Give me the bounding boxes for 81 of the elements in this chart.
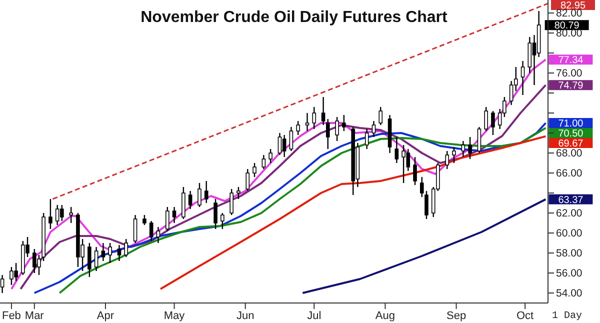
candlestick <box>156 226 160 244</box>
x-tick-label: May <box>164 310 186 322</box>
candlestick <box>335 116 339 142</box>
y-tick-label: 82.00 <box>556 8 582 20</box>
y-tick-label: 60.00 <box>556 228 582 240</box>
y-tick-label: 76.00 <box>556 68 582 80</box>
candlestick <box>420 176 424 198</box>
candlestick <box>305 112 310 132</box>
candlestick <box>236 186 240 200</box>
x-tick-label: Jun <box>236 310 254 322</box>
candlestick <box>296 120 300 136</box>
candlestick <box>528 36 532 74</box>
x-tick-label: Mar <box>24 310 44 322</box>
x-tick-label: Oct <box>516 310 534 322</box>
candlestick <box>312 106 316 130</box>
candlestick <box>101 242 106 262</box>
candlestick <box>246 168 250 192</box>
candlestick <box>278 132 282 156</box>
candlestick <box>461 140 466 158</box>
candlestick <box>214 198 218 230</box>
text: November Crude Oil Daily Futures Chart <box>140 9 448 26</box>
candlestick <box>424 190 428 220</box>
y-tick-label: 80.00 <box>556 28 582 40</box>
candlestick <box>445 150 450 170</box>
candlestick <box>491 110 495 136</box>
y-tick-label: 58.00 <box>556 248 582 260</box>
candlestick <box>117 244 122 262</box>
x-tick-label: Jul <box>307 310 322 322</box>
candlestick <box>108 242 112 264</box>
candlestick <box>378 106 383 126</box>
candlestick <box>69 206 73 224</box>
y-tick-label: 54.00 <box>556 288 582 300</box>
candlestick <box>484 106 488 132</box>
candlestick <box>88 242 92 278</box>
candlestick <box>364 128 369 150</box>
candlestick <box>230 188 234 216</box>
candlestick <box>321 96 326 126</box>
text: 1 Day <box>552 311 582 322</box>
candlestick <box>124 238 128 258</box>
candlestick <box>149 220 154 242</box>
y-tick-label: 66.00 <box>556 168 582 180</box>
candlestick <box>477 126 482 154</box>
candlestick <box>252 162 256 178</box>
candlestick <box>94 246 98 272</box>
x-tick-label: Sep <box>446 310 466 322</box>
y-tick-label: 56.00 <box>556 268 582 280</box>
candlestick <box>220 212 224 230</box>
candlestick <box>204 180 208 204</box>
candlestick <box>468 136 472 160</box>
data-label: 74.79 <box>558 80 584 92</box>
candlestick <box>520 60 525 96</box>
x-tick-label: Aug <box>375 310 395 322</box>
x-tick-label: Apr <box>96 310 114 322</box>
candlestick <box>452 146 456 164</box>
candlestick <box>165 206 170 232</box>
candlestick <box>142 214 146 226</box>
candlestick <box>413 156 417 186</box>
data-label: 71.00 <box>558 118 584 130</box>
candlestick <box>172 206 176 224</box>
candlestick <box>48 198 52 230</box>
data-label: 77.34 <box>558 55 584 66</box>
candlestick <box>182 186 186 220</box>
candlestick <box>289 126 294 152</box>
candlestick <box>198 182 202 208</box>
y-tick-label: 62.00 <box>556 208 582 220</box>
candlestick <box>394 136 399 164</box>
candlestick <box>262 154 266 170</box>
line-series <box>302 198 547 294</box>
candlestick <box>268 148 272 164</box>
candlestick <box>282 134 286 158</box>
data-label: 69.67 <box>558 138 584 150</box>
y-tick-label: 68.00 <box>556 148 582 160</box>
candlestick <box>326 118 330 150</box>
candlestick <box>188 190 192 210</box>
line-series <box>160 135 547 290</box>
candlestick <box>133 214 138 244</box>
data-label: 70.50 <box>558 128 584 140</box>
candlestick <box>342 114 346 132</box>
x-tick-label: Feb <box>2 310 21 322</box>
data-label: 63.37 <box>558 194 584 206</box>
candlestick <box>372 120 376 138</box>
